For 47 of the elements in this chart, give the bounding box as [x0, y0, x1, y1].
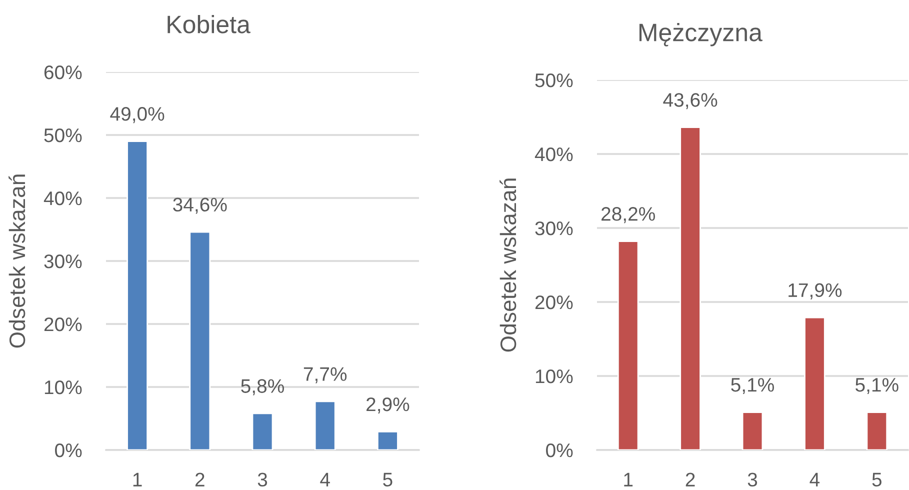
y-tick-label: 30%: [44, 254, 82, 268]
y-tick-label: 50%: [535, 73, 573, 88]
data-label: 34,6%: [173, 198, 227, 214]
y-axis-title: Odsetek wskazań: [500, 178, 516, 352]
x-tick-label: 5: [383, 472, 392, 487]
bar: [376, 431, 398, 450]
bar: [252, 412, 274, 450]
data-label: 17,9%: [788, 283, 842, 300]
x-tick-label: 3: [258, 472, 268, 487]
x-tick-label: 2: [686, 472, 695, 486]
data-label: 5,1%: [856, 378, 898, 394]
y-tick-label: 50%: [44, 128, 82, 142]
y-tick-label: 60%: [44, 65, 82, 80]
bar: [126, 140, 148, 450]
data-label: 5,1%: [731, 378, 774, 394]
data-label: 2,9%: [366, 397, 410, 414]
x-tick-label: 4: [320, 472, 330, 486]
y-tick-label: 40%: [534, 147, 573, 162]
chart-title: Mężczyzna: [639, 22, 762, 46]
data-label: 7,7%: [304, 367, 347, 384]
bar: [189, 231, 211, 450]
data-label: 28,2%: [602, 207, 655, 224]
x-tick-label: 1: [624, 472, 633, 486]
y-tick-label: 20%: [44, 317, 82, 332]
y-tick-label: 0%: [546, 443, 573, 458]
x-tick-label: 1: [133, 472, 142, 486]
data-label: 49,0%: [110, 107, 164, 124]
x-tick-label: 2: [195, 472, 204, 486]
data-label: 5,8%: [241, 379, 284, 396]
y-tick-label: 40%: [44, 191, 82, 206]
data-label: 43,6%: [663, 93, 718, 110]
y-tick-label: 10%: [44, 380, 82, 394]
bar: [314, 400, 336, 450]
y-tick-label: 20%: [535, 295, 573, 310]
bar: [742, 412, 764, 450]
y-tick-label: 0%: [55, 443, 82, 458]
chart-title: Kobieta: [168, 14, 250, 34]
y-tick-label: 30%: [535, 221, 573, 236]
bar: [804, 316, 826, 450]
bar: [680, 126, 701, 450]
y-axis-title: Odsetek wskazań: [8, 174, 26, 348]
x-tick-label: 5: [872, 472, 882, 487]
x-tick-label: 4: [810, 472, 820, 486]
bar: [866, 412, 888, 450]
y-tick-label: 10%: [536, 369, 573, 384]
x-tick-label: 3: [748, 472, 758, 487]
bar: [617, 240, 639, 450]
